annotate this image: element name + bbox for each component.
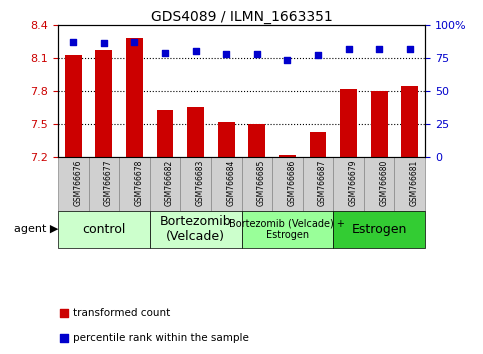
- Text: GSM766681: GSM766681: [410, 160, 419, 206]
- Point: [253, 51, 261, 57]
- Bar: [96, 50, 112, 157]
- Point: [314, 52, 322, 58]
- Bar: [340, 88, 357, 157]
- Point: [192, 48, 199, 54]
- Point: [222, 51, 230, 57]
- Bar: [272, 157, 303, 211]
- Bar: [156, 110, 173, 157]
- Text: transformed count: transformed count: [73, 308, 170, 318]
- Bar: [371, 91, 387, 157]
- Text: GSM766676: GSM766676: [73, 160, 82, 206]
- Bar: [248, 124, 265, 157]
- Bar: [242, 157, 272, 211]
- Bar: [364, 157, 395, 211]
- Text: Estrogen: Estrogen: [352, 223, 407, 236]
- Bar: [333, 211, 425, 248]
- Bar: [395, 157, 425, 211]
- Point: [345, 46, 353, 51]
- Bar: [65, 55, 82, 157]
- Point: [161, 50, 169, 55]
- Text: GSM766677: GSM766677: [104, 160, 113, 206]
- Bar: [180, 157, 211, 211]
- Text: agent ▶: agent ▶: [14, 224, 58, 234]
- Bar: [119, 157, 150, 211]
- Bar: [126, 38, 143, 157]
- Point: [284, 58, 291, 63]
- Bar: [150, 157, 180, 211]
- Title: GDS4089 / ILMN_1663351: GDS4089 / ILMN_1663351: [151, 10, 332, 24]
- Point: [60, 310, 68, 316]
- Bar: [58, 211, 150, 248]
- Bar: [333, 157, 364, 211]
- Bar: [218, 122, 235, 157]
- Point: [100, 40, 108, 46]
- Bar: [303, 157, 333, 211]
- Point: [406, 46, 413, 51]
- Bar: [150, 211, 242, 248]
- Bar: [401, 86, 418, 157]
- Point: [60, 335, 68, 341]
- Point: [70, 39, 77, 45]
- Text: GSM766687: GSM766687: [318, 160, 327, 206]
- Point: [130, 39, 138, 45]
- Point: [375, 46, 383, 51]
- Text: percentile rank within the sample: percentile rank within the sample: [73, 333, 249, 343]
- Text: GSM766680: GSM766680: [379, 160, 388, 206]
- Text: control: control: [82, 223, 126, 236]
- Bar: [310, 132, 327, 157]
- Bar: [211, 157, 242, 211]
- Text: Bortezomib
(Velcade): Bortezomib (Velcade): [160, 215, 231, 243]
- Text: GSM766686: GSM766686: [287, 160, 297, 206]
- Text: GSM766683: GSM766683: [196, 160, 205, 206]
- Bar: [279, 155, 296, 157]
- Text: GSM766679: GSM766679: [349, 160, 357, 206]
- Bar: [242, 211, 333, 248]
- Bar: [88, 157, 119, 211]
- Bar: [58, 157, 88, 211]
- Text: GSM766685: GSM766685: [257, 160, 266, 206]
- Text: GSM766682: GSM766682: [165, 160, 174, 206]
- Text: GSM766678: GSM766678: [134, 160, 143, 206]
- Bar: [187, 107, 204, 157]
- Text: GSM766684: GSM766684: [226, 160, 235, 206]
- Text: Bortezomib (Velcade) +
Estrogen: Bortezomib (Velcade) + Estrogen: [229, 218, 345, 240]
